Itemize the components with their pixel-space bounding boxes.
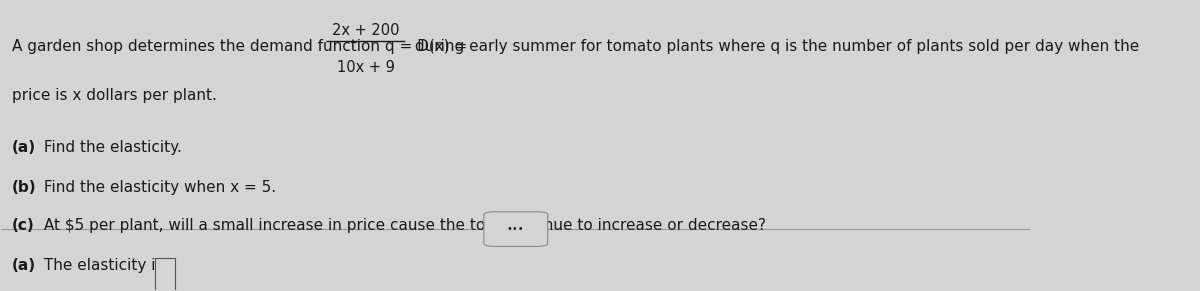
Text: (c): (c) [12,218,35,233]
Text: (a): (a) [12,258,36,273]
Text: (a): (a) [12,140,36,155]
FancyBboxPatch shape [155,258,175,291]
Text: Find the elasticity when x = 5.: Find the elasticity when x = 5. [40,180,276,195]
Text: 10x + 9: 10x + 9 [337,61,395,75]
Text: Find the elasticity.: Find the elasticity. [40,140,182,155]
Text: The elasticity is: The elasticity is [40,258,169,273]
FancyBboxPatch shape [484,212,547,246]
Text: A garden shop determines the demand function q = D(x) =: A garden shop determines the demand func… [12,39,472,54]
Text: during early summer for tomato plants where q is the number of plants sold per d: during early summer for tomato plants wh… [410,39,1139,54]
Text: 2x + 200: 2x + 200 [332,23,400,38]
Text: price is x dollars per plant.: price is x dollars per plant. [12,88,216,103]
Text: •••: ••• [506,224,524,234]
Text: (b): (b) [12,180,36,195]
Text: At $5 per plant, will a small increase in price cause the total revenue to incre: At $5 per plant, will a small increase i… [40,218,767,233]
